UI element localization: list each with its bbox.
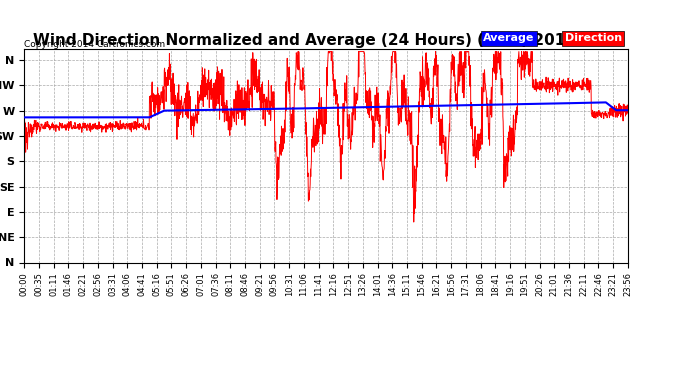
Text: Average: Average xyxy=(483,33,534,44)
Text: Direction: Direction xyxy=(564,33,622,44)
Text: Copyright 2014 Cartronics.com: Copyright 2014 Cartronics.com xyxy=(24,40,166,49)
Title: Wind Direction Normalized and Average (24 Hours) (New) 20140902: Wind Direction Normalized and Average (2… xyxy=(33,33,619,48)
